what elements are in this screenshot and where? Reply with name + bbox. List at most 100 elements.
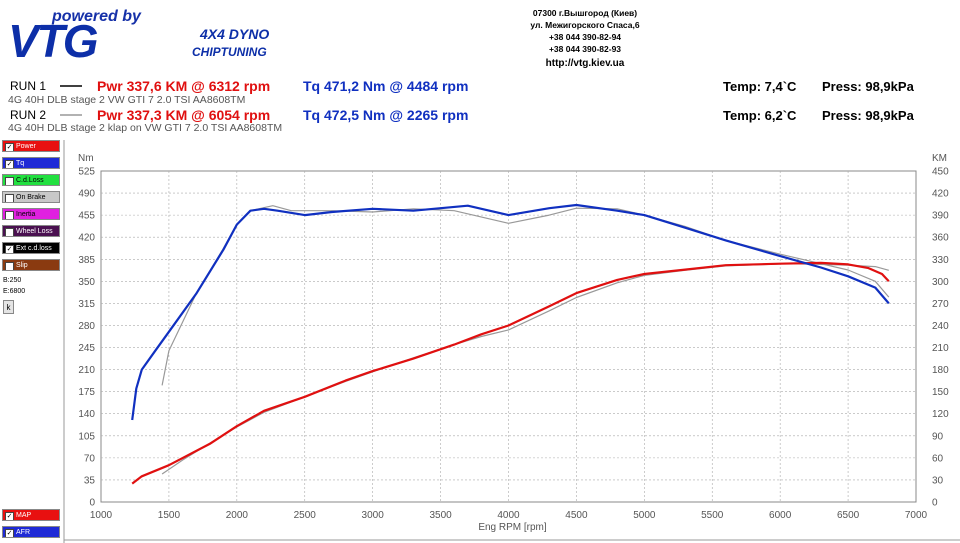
toggle-map[interactable]: ✓ MAP <box>2 509 60 521</box>
k-button[interactable]: k <box>3 300 14 314</box>
y-tick-label-right: 210 <box>932 343 949 354</box>
y-tick-label-right: 420 <box>932 189 949 200</box>
y-tick-label-right: 270 <box>932 299 949 310</box>
y-tick-label-right: 330 <box>932 255 949 266</box>
run2-torque: Tq 472,5 Nm @ 2265 rpm <box>303 107 469 123</box>
run1-label: RUN 1 <box>10 79 47 93</box>
website-url: http://vtg.kiev.ua <box>545 58 625 69</box>
powered-by-text: powered by <box>52 8 141 25</box>
x-tick-label: 7000 <box>905 510 928 521</box>
y-tick-label-right: 360 <box>932 233 949 244</box>
run1-line-swatch <box>60 85 82 87</box>
run1-torque: Tq 471,2 Nm @ 4484 rpm <box>303 78 469 94</box>
series-line-run2-tq <box>161 205 890 386</box>
checkbox-icon[interactable] <box>5 262 14 270</box>
y-tick-label-right: 300 <box>932 277 949 288</box>
run1-description: 4G 40H DLB stage 2 VW GTI 7 2.0 TSI AA86… <box>8 94 246 106</box>
series-line-run1-power <box>131 261 890 485</box>
y-tick-label-left: 175 <box>78 387 95 398</box>
toggle-tq[interactable]: ✓ Tq <box>2 157 60 169</box>
run1-press: Press: 98,9kPa <box>822 79 914 94</box>
x-tick-label: 3500 <box>429 510 452 521</box>
x-tick-label: 2000 <box>226 510 249 521</box>
y-tick-label-right: 390 <box>932 211 949 222</box>
checkbox-icon[interactable]: ✓ <box>5 143 14 151</box>
y-tick-label-left: 140 <box>78 409 95 420</box>
y-tick-label-right: 150 <box>932 387 949 398</box>
toggle-label: Ext c.d.loss <box>16 245 52 252</box>
x-tick-label: 5500 <box>701 510 724 521</box>
y-tick-label-left: 35 <box>84 475 96 486</box>
x-tick-label: 2500 <box>294 510 317 521</box>
x-tick-label: 5000 <box>633 510 656 521</box>
toggle-ext-c-d-loss[interactable]: ✓ Ext c.d.loss <box>2 242 60 254</box>
toggle-afr[interactable]: ✓ AFR <box>2 526 60 538</box>
y-tick-label-left: 420 <box>78 233 95 244</box>
y-tick-label-right: 30 <box>932 475 944 486</box>
toggle-on-brake[interactable]: On Brake <box>2 191 60 203</box>
x-tick-label: 1000 <box>90 510 113 521</box>
chiptuning-tagline: CHIPTUNING <box>192 45 267 59</box>
y-tick-label-left: 350 <box>78 277 95 288</box>
y-tick-label-right: 90 <box>932 431 944 442</box>
toggle-inertia[interactable]: Inertia <box>2 208 60 220</box>
phone-line: +38 044 390-82-94 <box>548 32 622 42</box>
run2-press: Press: 98,9kPa <box>822 108 914 123</box>
x-tick-label: 4000 <box>497 510 520 521</box>
y-tick-label-left: 0 <box>89 498 95 509</box>
y-tick-label-left: 70 <box>84 453 96 464</box>
dyno-chart: 0 35 70 105 140 175 210 245 280 315 350 385 420 455 49… <box>63 140 960 543</box>
checkbox-icon[interactable]: ✓ <box>5 529 14 537</box>
dyno-tagline: 4X4 DYNO <box>200 26 270 42</box>
toggle-label: Wheel Loss <box>16 228 53 235</box>
toggle-c-d-loss[interactable]: C.d.Loss <box>2 174 60 186</box>
x-tick-label: 3000 <box>362 510 385 521</box>
toggle-label: On Brake <box>16 194 46 201</box>
checkbox-icon[interactable]: ✓ <box>5 512 14 520</box>
toggle-wheel-loss[interactable]: Wheel Loss <box>2 225 60 237</box>
checkbox-icon[interactable] <box>5 228 14 236</box>
x-tick-label: 6500 <box>837 510 860 521</box>
series-line-run1-tq <box>131 203 890 421</box>
run2-description: 4G 40H DLB stage 2 klap on VW GTI 7 2.0 … <box>8 122 283 134</box>
y-tick-label-left: 385 <box>78 255 95 266</box>
checkbox-icon[interactable] <box>5 211 14 219</box>
y-tick-label-left: 315 <box>78 299 95 310</box>
toggle-label: Inertia <box>16 211 36 218</box>
x-tick-label: 4500 <box>565 510 588 521</box>
run2-line-swatch <box>60 114 82 116</box>
run1-power: Pwr 337,6 KM @ 6312 rpm <box>97 78 271 94</box>
y-tick-label-right: 120 <box>932 409 949 420</box>
y-tick-label-left: 210 <box>78 365 95 376</box>
toggle-power[interactable]: ✓ Power <box>2 140 60 152</box>
y-tick-label-right: 60 <box>932 453 944 464</box>
toggle-label: Power <box>16 143 36 150</box>
checkbox-icon[interactable]: ✓ <box>5 245 14 253</box>
toggle-slip[interactable]: Slip <box>2 259 60 271</box>
run1-temp: Temp: 7,4`C <box>723 79 797 94</box>
y-tick-label-right: 450 <box>932 167 949 178</box>
y-tick-label-left: 525 <box>78 167 95 178</box>
checkbox-icon[interactable]: ✓ <box>5 160 14 168</box>
toggle-label: Slip <box>16 262 28 269</box>
y-tick-label-right: 180 <box>932 365 949 376</box>
toggle-label: MAP <box>16 512 32 519</box>
y-tick-label-left: 280 <box>78 321 95 332</box>
address-block: 07300 г.Вышгород (Киев) ул. Межигорского… <box>500 7 670 70</box>
series-line-run2-power <box>161 263 889 475</box>
y-tick-label-left: 455 <box>78 211 95 222</box>
y-tick-label-left: 490 <box>78 189 95 200</box>
checkbox-icon[interactable] <box>5 194 14 202</box>
phone-line: +38 044 390-82-93 <box>548 44 622 54</box>
toggle-label: Tq <box>16 160 25 167</box>
checkbox-icon[interactable] <box>5 177 14 185</box>
address-line: ул. Межигорского Спаса,6 <box>530 20 640 30</box>
y-axis-label-right: KM <box>932 153 947 164</box>
x-axis-label: Eng RPM [rpm] <box>478 522 547 533</box>
y-axis-label-left: Nm <box>78 153 94 164</box>
side-note-b: B:250 <box>3 277 22 284</box>
vtg-logo: VTG <box>8 15 99 67</box>
run2-temp: Temp: 6,2`C <box>723 108 797 123</box>
y-tick-label-left: 245 <box>78 343 95 354</box>
toggle-label: C.d.Loss <box>16 177 44 184</box>
